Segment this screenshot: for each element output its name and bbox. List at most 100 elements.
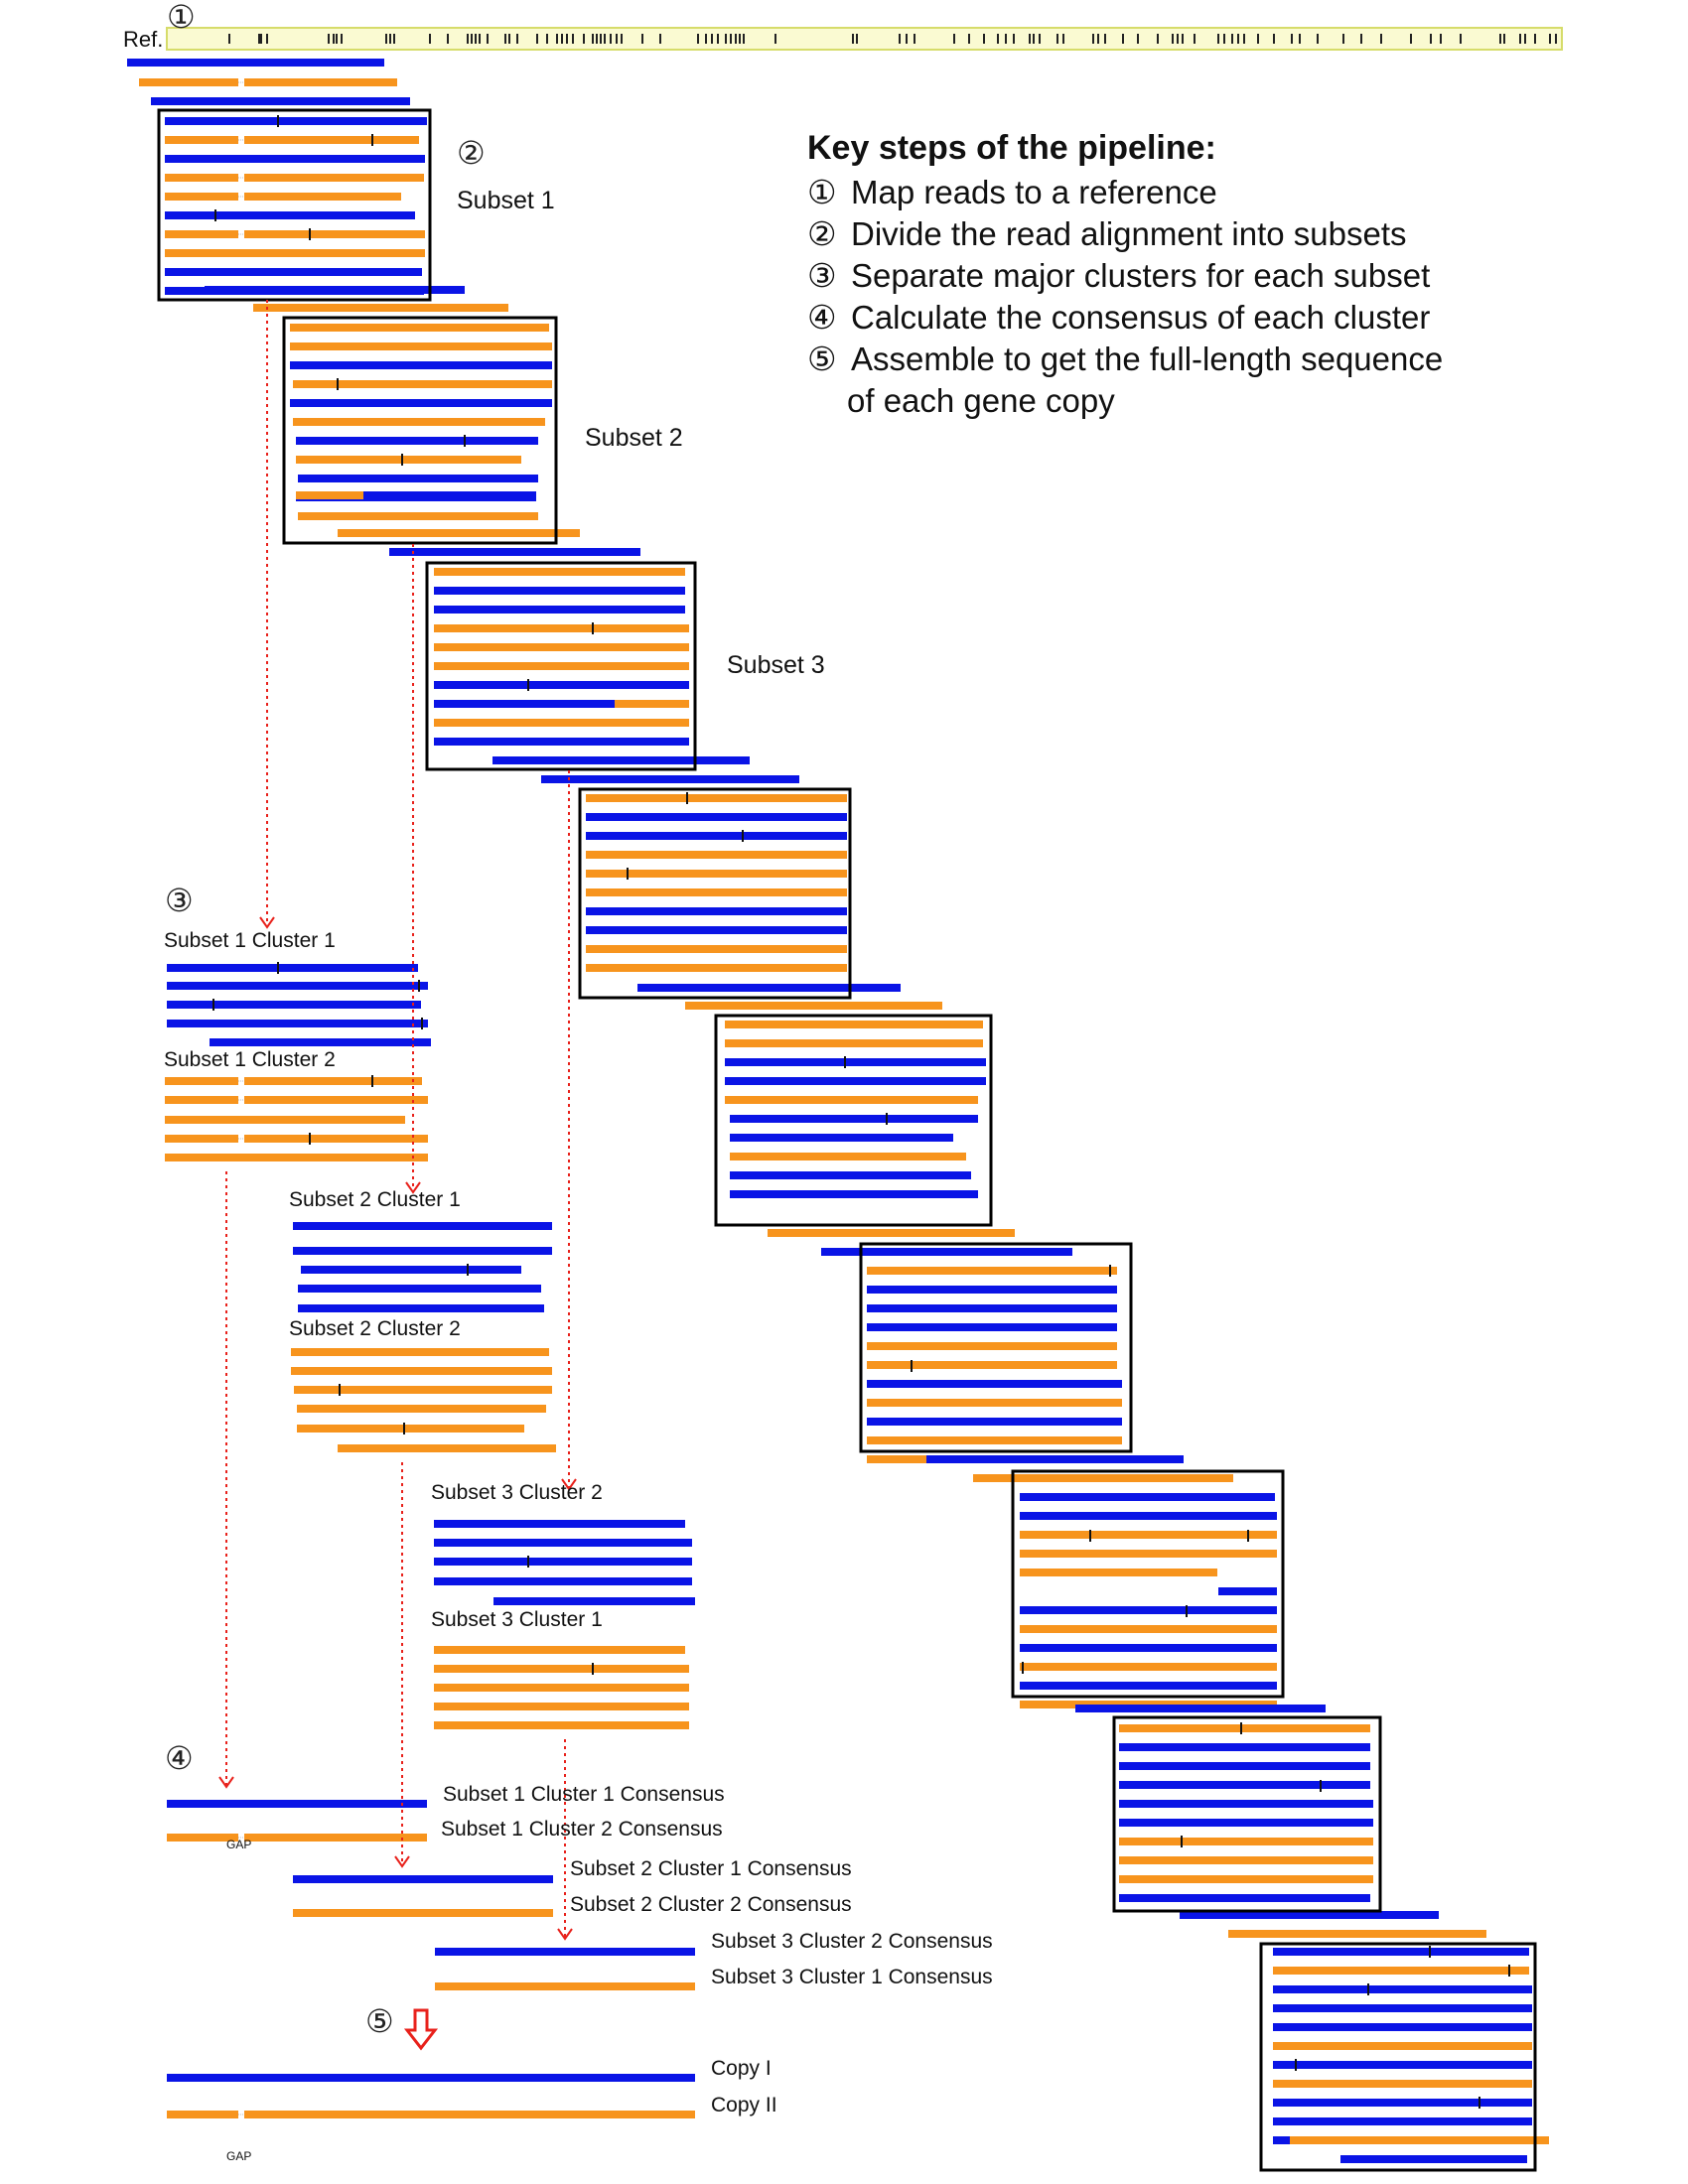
cluster-s3c2-read xyxy=(434,1539,692,1547)
box-6-read xyxy=(867,1361,1117,1369)
snp-mark xyxy=(277,962,279,974)
consensus-label-s2c1: Subset 2 Cluster 1 Consensus xyxy=(570,1857,852,1880)
reference-tick xyxy=(730,34,732,44)
legend-step-4: ④ Calculate the consensus of each cluster xyxy=(807,297,1562,339)
box-6-read xyxy=(867,1267,1117,1275)
reference-tick xyxy=(1039,34,1041,44)
reference-tick xyxy=(600,34,602,44)
reference-tick xyxy=(997,34,999,44)
box-6-read xyxy=(867,1342,1117,1350)
box-5-box xyxy=(714,1014,993,1227)
reference-tick xyxy=(1172,34,1174,44)
box-8-read xyxy=(1119,1875,1373,1883)
cluster-s3c2-read xyxy=(434,1520,685,1528)
reference-tick xyxy=(1499,34,1501,44)
legend-step-1-number: ① xyxy=(807,174,837,210)
reference-tick xyxy=(1460,34,1462,44)
snp-mark xyxy=(401,454,403,466)
read-bar xyxy=(615,700,689,708)
snp-mark xyxy=(1089,1530,1091,1542)
reference-tick xyxy=(516,34,518,44)
box-4-read xyxy=(586,964,847,972)
reference-tick xyxy=(1519,34,1521,44)
consensus-s3c1 xyxy=(435,1982,695,1990)
reference-tick xyxy=(1299,34,1301,44)
box-6-read xyxy=(867,1380,1122,1388)
reference-tick xyxy=(852,34,854,44)
box-5-read xyxy=(725,1039,983,1047)
subset-1-read xyxy=(165,268,422,276)
reference-tick xyxy=(914,34,915,44)
box-4-box xyxy=(578,787,852,1000)
reference-tick xyxy=(604,34,606,44)
reference-tick xyxy=(1410,34,1412,44)
box-8-read xyxy=(1119,1743,1370,1751)
cluster-s2c1-read xyxy=(293,1247,552,1255)
reference-tick xyxy=(739,34,741,44)
legend-step-2: ② Divide the read alignment into subsets xyxy=(807,213,1562,255)
subset-1-read xyxy=(165,193,401,201)
legend-step-2-number: ② xyxy=(807,215,837,252)
read-bar xyxy=(253,304,508,312)
copy-2-label: Copy II xyxy=(711,2094,777,2116)
legend-step-5-continuation: of each gene copy xyxy=(847,382,1115,419)
subset-2-read xyxy=(296,437,538,445)
reference-tick xyxy=(1380,34,1382,44)
box-5-read xyxy=(725,1021,983,1028)
step-4-marker: ④ xyxy=(165,1739,194,1777)
snp-mark xyxy=(527,1556,529,1568)
snp-mark xyxy=(1240,1722,1242,1734)
box-8-read xyxy=(1119,1819,1373,1827)
cluster-s2c1-read xyxy=(301,1266,521,1274)
read-bar xyxy=(637,984,901,992)
box-4-read xyxy=(586,945,847,953)
subset-2-read xyxy=(293,380,552,388)
box-5-read xyxy=(730,1134,953,1142)
subset-1-read xyxy=(165,155,425,163)
cluster-s1c2-read xyxy=(165,1135,428,1143)
reference-tick xyxy=(1243,34,1245,44)
box-6-read xyxy=(867,1436,1122,1444)
box-5-read xyxy=(730,1115,978,1123)
reference-tick xyxy=(1237,34,1239,44)
subset-2-read xyxy=(290,324,549,332)
box-9-box xyxy=(1259,1942,1537,2172)
legend-step-3-number: ③ xyxy=(807,257,837,294)
reference-tick xyxy=(341,34,343,44)
box-8-box xyxy=(1112,1715,1382,1913)
reference-band xyxy=(166,27,1563,51)
reference-tick xyxy=(1056,34,1058,44)
copy-1-label: Copy I xyxy=(711,2057,772,2080)
subset-1-read xyxy=(165,174,424,182)
reference-tick xyxy=(487,34,489,44)
reference-tick xyxy=(333,34,335,44)
cluster-s3c2-read xyxy=(434,1577,692,1585)
copy-1-sequence xyxy=(167,2074,695,2082)
reference-tick xyxy=(659,34,661,44)
cluster-s3c1-read xyxy=(434,1646,685,1654)
reference-tick xyxy=(1257,34,1259,44)
cluster-s2c1-read xyxy=(293,1222,552,1230)
subset-1-read xyxy=(165,230,425,238)
cluster-s1c1-read xyxy=(167,964,418,972)
reference-tick xyxy=(1092,34,1094,44)
reference-tick xyxy=(616,34,618,44)
reference-tick xyxy=(467,34,469,44)
reference-tick xyxy=(1097,34,1099,44)
subset-2-box xyxy=(282,316,558,545)
read-bar xyxy=(139,78,397,86)
reference-tick xyxy=(1342,34,1344,44)
arrow-s2-clusters-to-consensus-head xyxy=(394,1855,410,1868)
subset-2-read xyxy=(290,399,552,407)
subset-2-read xyxy=(296,456,521,464)
cluster-s1c2-read xyxy=(165,1077,422,1085)
subset-2-read xyxy=(298,475,538,482)
reference-tick xyxy=(1524,34,1526,44)
reference-tick xyxy=(592,34,594,44)
snp-mark xyxy=(337,378,339,390)
snp-mark xyxy=(592,622,594,634)
box-4-read xyxy=(586,926,847,934)
reference-tick xyxy=(1534,34,1536,44)
snp-mark xyxy=(1109,1265,1111,1277)
snp-mark xyxy=(1186,1605,1188,1617)
